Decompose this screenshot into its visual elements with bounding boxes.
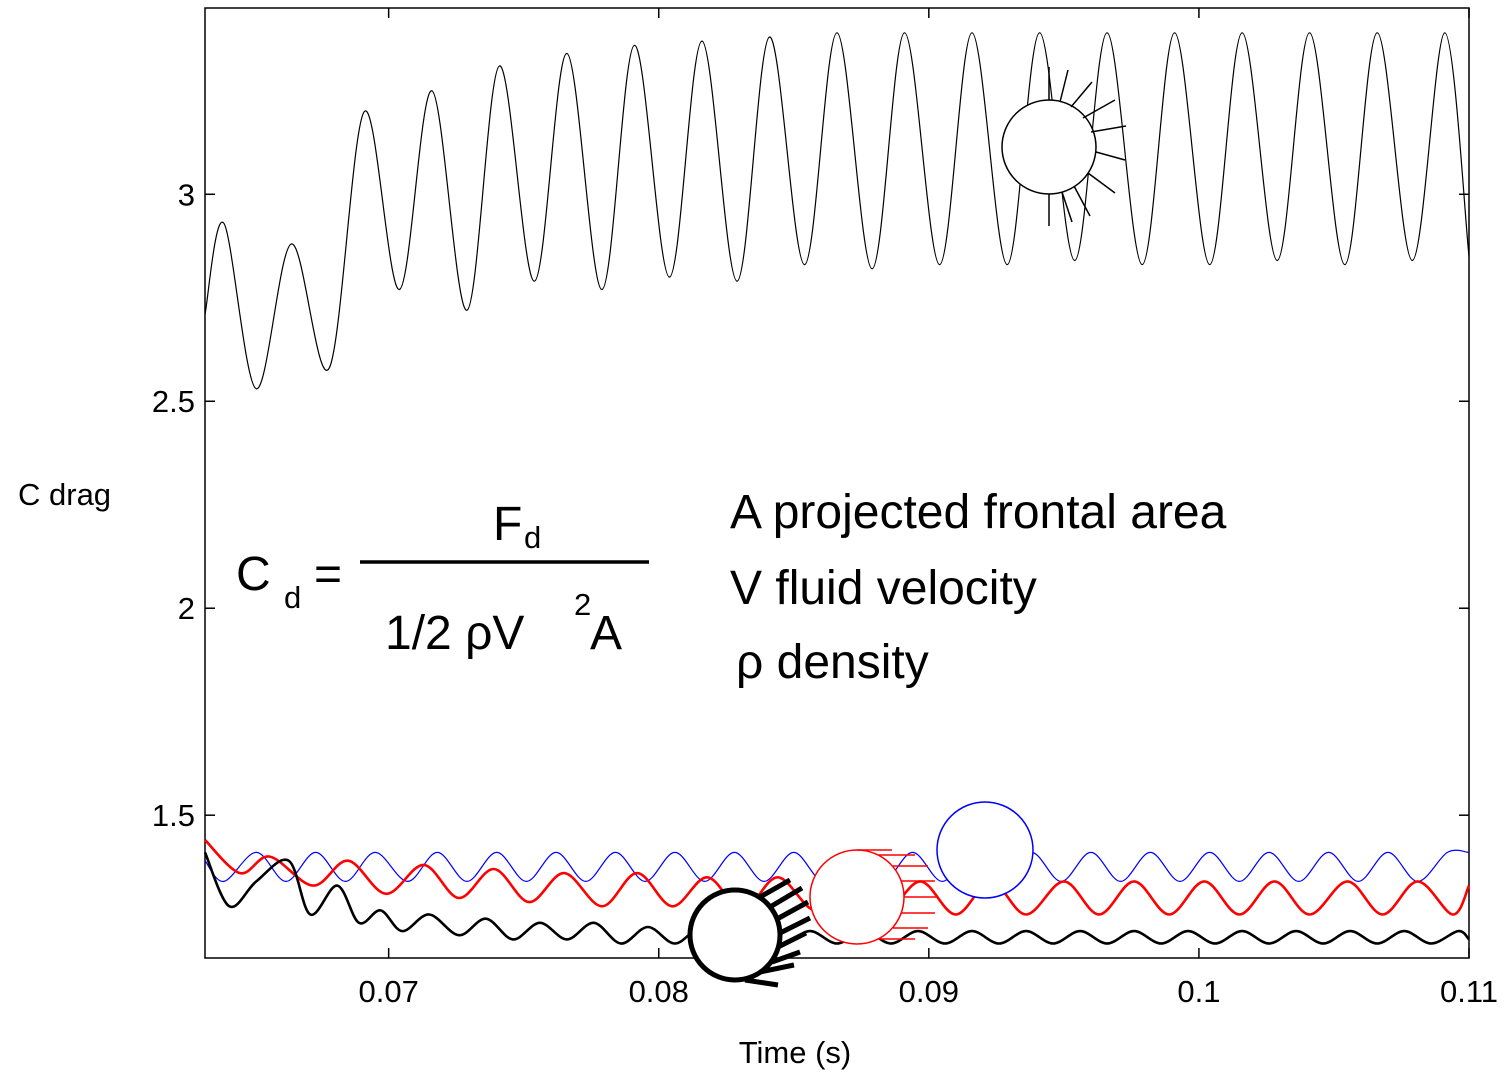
black-cylinder-icon <box>687 877 812 988</box>
x-axis-label: Time (s) <box>739 1035 852 1070</box>
formula-equals: = <box>314 548 342 601</box>
definition-area: A projected frontal area <box>730 486 1227 539</box>
formula-numerator-sub: d <box>524 520 541 555</box>
formula-numerator: F <box>493 498 522 551</box>
hairy-cylinder-icon <box>1001 67 1127 226</box>
formula-lhs-sub: d <box>284 580 301 615</box>
formula-denominator: 1/2 ρV <box>385 607 524 660</box>
x-tick-label: 0.07 <box>358 974 418 1009</box>
x-tick-label: 0.08 <box>629 974 689 1009</box>
drag-formula: C d = F d 1/2 ρV 2 A <box>236 498 649 660</box>
plot-area <box>204 7 1470 959</box>
red-cylinder-icon <box>809 849 938 945</box>
formula-den-rho: ρ <box>465 607 492 660</box>
y-tick-label: 2.5 <box>152 384 195 419</box>
y-axis-label: C drag <box>18 477 111 512</box>
x-tick-label: 0.09 <box>899 974 959 1009</box>
formula-den-a: 1/2 <box>385 607 465 660</box>
x-tick-label: 0.11 <box>1440 974 1498 1009</box>
y-tick-label: 2 <box>178 591 195 626</box>
x-tick-label: 0.1 <box>1177 974 1220 1009</box>
series-line-hairy-top <box>204 32 1470 390</box>
formula-den-exp: 2 <box>574 587 591 622</box>
definition-density: ρ density <box>736 636 929 689</box>
axis-ticks: 0.07 0.08 0.09 0.1 0.11 1.5 2 2.5 3 <box>152 8 1498 1009</box>
formula-lhs: C <box>236 548 271 601</box>
blue-cylinder-icon <box>936 801 1034 899</box>
y-tick-label: 3 <box>178 177 195 212</box>
y-tick-label: 1.5 <box>152 798 195 833</box>
definition-velocity: V fluid velocity <box>730 562 1037 615</box>
formula-den-v: V <box>492 607 524 660</box>
series-line-black-bottom <box>203 851 1470 945</box>
formula-den-b: A <box>590 607 622 660</box>
